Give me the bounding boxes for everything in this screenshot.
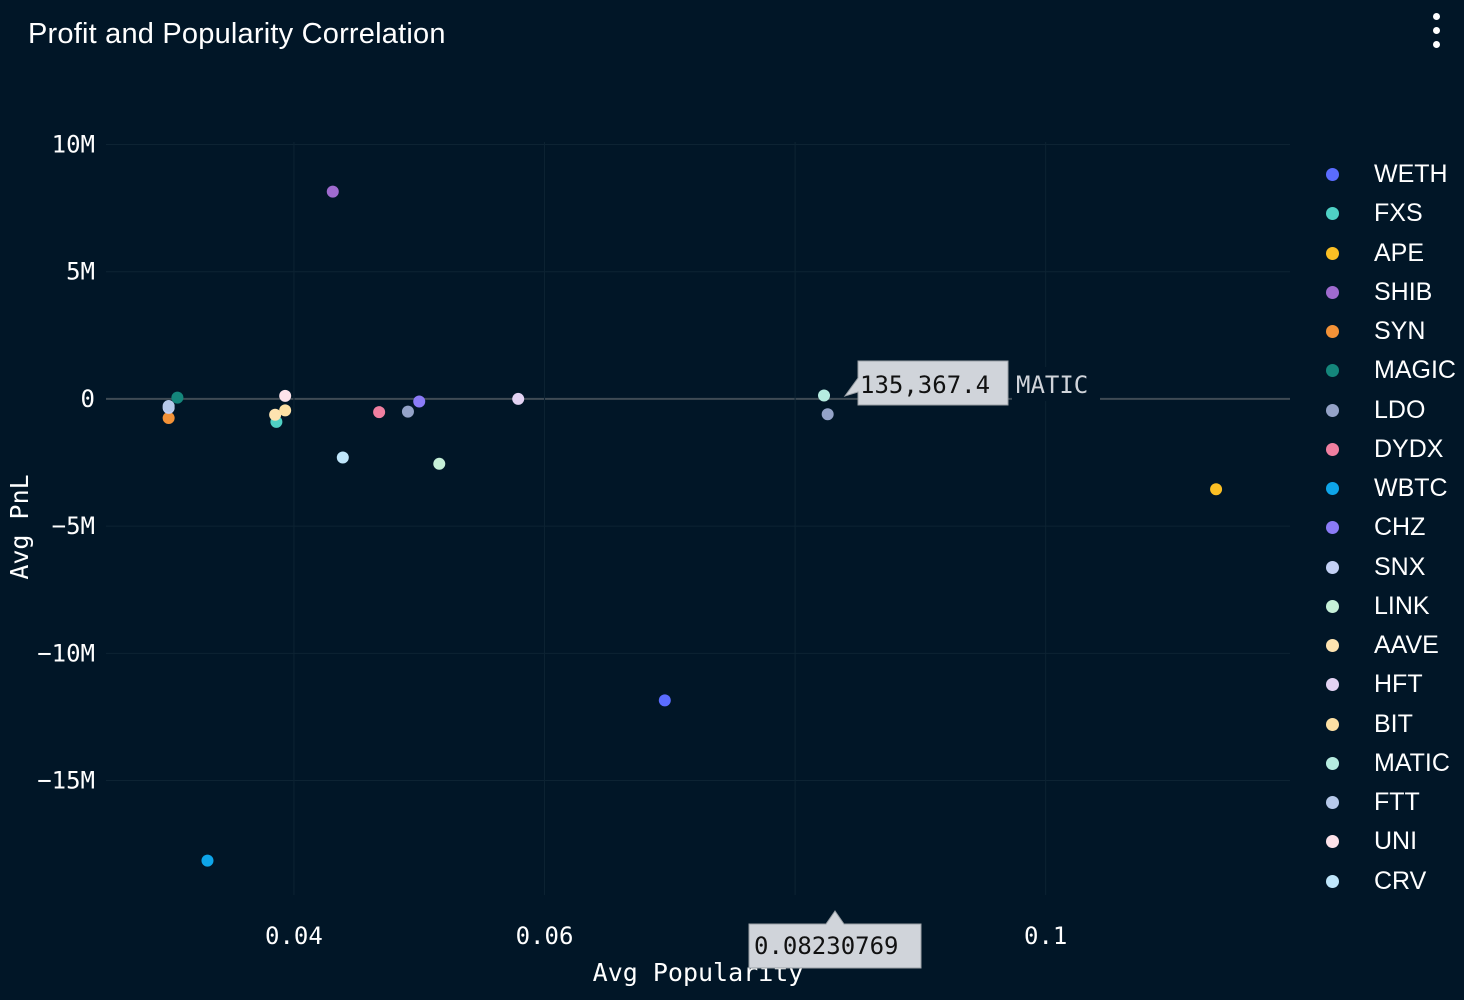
legend-label: DYDX — [1374, 434, 1444, 463]
data-point-ldo[interactable] — [401, 405, 414, 418]
legend-item-snx[interactable]: SNX — [1320, 548, 1460, 587]
legend-item-matic[interactable]: MATIC — [1320, 744, 1460, 783]
data-point-aave[interactable] — [269, 408, 282, 421]
legend-marker-icon — [1326, 560, 1339, 574]
legend-item-uni[interactable]: UNI — [1320, 822, 1460, 861]
legend-label: WETH — [1374, 160, 1448, 189]
legend-item-link[interactable]: LINK — [1320, 587, 1460, 626]
legend-marker-icon — [1326, 482, 1339, 496]
data-points — [162, 185, 1223, 867]
legend-item-ftt[interactable]: FTT — [1320, 783, 1460, 822]
legend-marker-icon — [1326, 639, 1339, 653]
data-point-ape[interactable] — [1210, 483, 1223, 496]
legend-label: LDO — [1374, 395, 1426, 424]
y-tick-label: −5M — [52, 512, 95, 540]
y-axis-ticks: 10M 5M 0 −5M −10M −15M — [37, 131, 95, 795]
grid-lines — [106, 142, 1290, 895]
legend-item-hft[interactable]: HFT — [1320, 665, 1460, 704]
legend-marker-icon — [1326, 168, 1339, 182]
legend-label: SNX — [1374, 552, 1426, 581]
y-tick-label: 5M — [66, 258, 95, 286]
legend-label: FXS — [1374, 199, 1423, 228]
legend-marker-icon — [1326, 246, 1339, 260]
legend-label: SYN — [1374, 317, 1426, 346]
legend-marker-icon — [1326, 756, 1339, 770]
data-point-uni[interactable] — [279, 389, 292, 402]
x-tick-label: 0.06 — [516, 922, 574, 950]
data-point-bit[interactable] — [279, 404, 292, 417]
legend-marker-icon — [1326, 835, 1339, 849]
data-point-weth[interactable] — [658, 694, 671, 707]
legend-marker-icon — [1326, 796, 1339, 810]
svg-text:135,367.4: 135,367.4 — [860, 371, 990, 399]
legend-item-dydx[interactable]: DYDX — [1320, 430, 1460, 469]
legend-item-chz[interactable]: CHZ — [1320, 508, 1460, 547]
legend-marker-icon — [1326, 403, 1339, 417]
legend-label: MATIC — [1374, 748, 1450, 777]
legend-marker-icon — [1326, 678, 1339, 692]
legend-marker-icon — [1326, 207, 1339, 221]
data-point-link[interactable] — [433, 457, 446, 470]
legend-item-magic[interactable]: MAGIC — [1320, 351, 1460, 390]
legend-label: APE — [1374, 238, 1425, 267]
legend: WETH FXS APE SHIB SYN MAGIC LDO DYDX WBTC CHZ SNX L… — [1320, 155, 1460, 901]
data-point-syn[interactable] — [162, 412, 175, 425]
data-point-hft[interactable] — [512, 392, 525, 405]
legend-marker-icon — [1326, 874, 1339, 888]
legend-item-syn[interactable]: SYN — [1320, 312, 1460, 351]
kebab-menu-icon[interactable] — [1420, 6, 1452, 54]
data-point-wbtc[interactable] — [201, 854, 214, 867]
legend-item-shib[interactable]: SHIB — [1320, 273, 1460, 312]
legend-label: FTT — [1374, 788, 1420, 817]
y-tick-label: −10M — [37, 639, 95, 667]
y-tick-label: 10M — [52, 131, 95, 159]
data-point-magic[interactable] — [171, 391, 184, 404]
legend-label: BIT — [1374, 709, 1413, 738]
x-tick-label: 0.1 — [1024, 922, 1067, 950]
svg-text:0.08230769: 0.08230769 — [754, 932, 899, 960]
y-axis-label: Avg PnL — [5, 474, 34, 579]
legend-item-fxs[interactable]: FXS — [1320, 194, 1460, 233]
legend-label: HFT — [1374, 670, 1423, 699]
data-point-crv[interactable] — [336, 451, 349, 464]
legend-marker-icon — [1326, 717, 1339, 731]
data-point-matic[interactable] — [818, 389, 831, 402]
legend-item-ape[interactable]: APE — [1320, 234, 1460, 273]
legend-label: LINK — [1374, 591, 1430, 620]
legend-label: UNI — [1374, 827, 1418, 856]
legend-item-ldo[interactable]: LDO — [1320, 391, 1460, 430]
data-point-ftt[interactable] — [162, 400, 175, 413]
tooltip-x-value: 0.08230769 — [748, 910, 922, 969]
legend-label: WBTC — [1374, 474, 1448, 503]
legend-label: CRV — [1374, 866, 1427, 895]
data-point-shib[interactable] — [326, 185, 339, 198]
legend-label: MAGIC — [1374, 356, 1456, 385]
y-tick-label: −15M — [37, 767, 95, 795]
legend-item-wbtc[interactable]: WBTC — [1320, 469, 1460, 508]
chart-title: Profit and Popularity Correlation — [28, 18, 446, 50]
data-point-ldo[interactable] — [821, 408, 834, 421]
legend-item-bit[interactable]: BIT — [1320, 705, 1460, 744]
legend-label: SHIB — [1374, 277, 1433, 306]
legend-marker-icon — [1326, 599, 1339, 613]
data-point-chz[interactable] — [413, 395, 426, 408]
legend-item-aave[interactable]: AAVE — [1320, 626, 1460, 665]
svg-text:MATIC: MATIC — [1016, 371, 1088, 399]
y-tick-label: 0 — [81, 385, 95, 413]
data-point-dydx[interactable] — [373, 406, 386, 419]
legend-marker-icon — [1326, 285, 1339, 299]
x-axis-ticks: 0.040.060.080.1 — [265, 922, 1067, 950]
legend-item-crv[interactable]: CRV — [1320, 862, 1460, 901]
legend-label: CHZ — [1374, 513, 1426, 542]
legend-marker-icon — [1326, 325, 1339, 339]
legend-label: AAVE — [1374, 631, 1439, 660]
tooltip-y-value: 135,367.4 MATIC — [843, 360, 1100, 406]
legend-marker-icon — [1326, 442, 1339, 456]
x-tick-label: 0.04 — [265, 922, 323, 950]
legend-item-weth[interactable]: WETH — [1320, 155, 1460, 194]
legend-marker-icon — [1326, 364, 1339, 378]
legend-marker-icon — [1326, 521, 1339, 535]
